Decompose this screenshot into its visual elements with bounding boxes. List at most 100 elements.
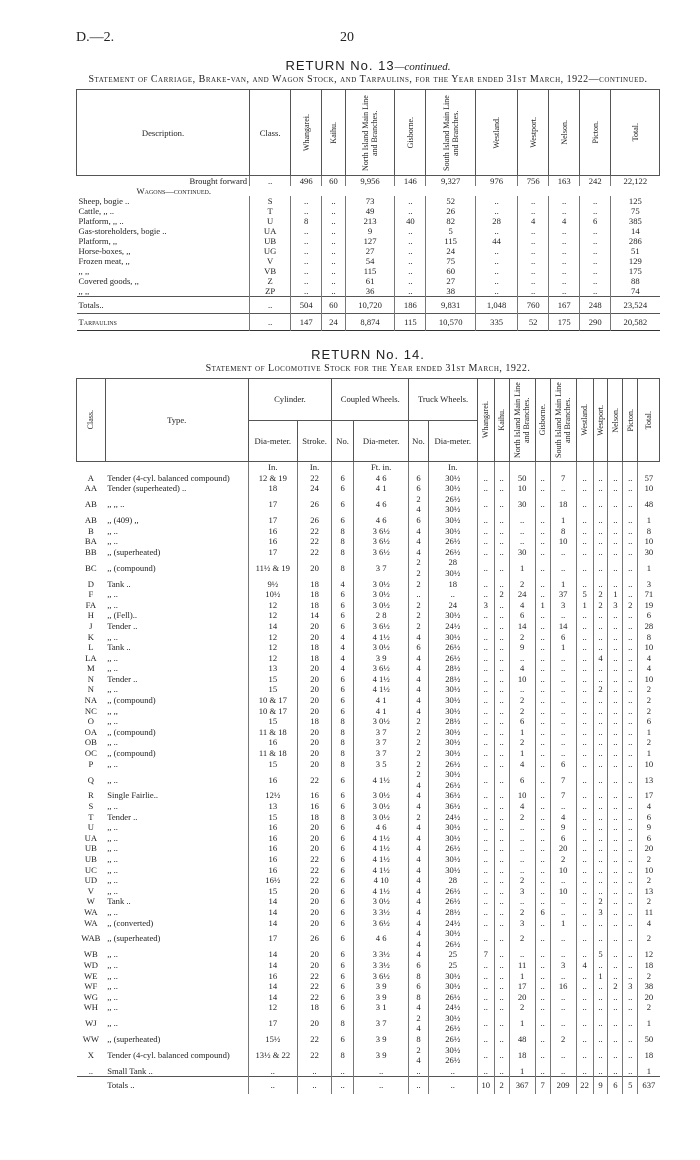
cell: .. [592, 811, 608, 823]
cell: 3 0½ [353, 811, 409, 823]
cell: 18 [427, 578, 478, 590]
cell: WA [84, 917, 98, 928]
cell: .. [290, 246, 322, 256]
cell: 16 [247, 525, 298, 537]
cell: .. [493, 546, 510, 558]
cell: 4 6 [353, 493, 409, 515]
cell: .. [508, 822, 536, 833]
data-row: UD,, .. 16½ 22 6 4 10 4 28.... 2............ 2 [77, 875, 660, 886]
cell: 147 [290, 313, 322, 331]
cell: .. [607, 906, 623, 918]
cell: 4 [408, 652, 429, 664]
cell: 3 6½ [353, 620, 409, 632]
cell: 2 [622, 599, 638, 611]
cell: .. [493, 748, 510, 759]
cell: 167 [548, 296, 580, 314]
cell: .. [622, 557, 638, 579]
cell: .. [622, 917, 638, 929]
cell: .. [592, 673, 608, 685]
cell: .. [476, 853, 495, 865]
cell: ,, .. [107, 991, 118, 1002]
cell: .. [476, 917, 495, 929]
cell: .. [508, 536, 536, 547]
cell: 4 [331, 663, 354, 674]
cell: ,, .. [107, 525, 118, 536]
cell: .. [493, 906, 510, 918]
cell: .. [592, 546, 608, 558]
cell: 20 [296, 737, 332, 749]
cell: .. [548, 226, 580, 236]
cell: 61 [344, 276, 395, 286]
cell: 2 [592, 599, 608, 611]
cell: 6 [408, 642, 429, 653]
cell: .. [607, 472, 623, 484]
cell: Tank .. [107, 642, 131, 653]
cell: 10 [637, 758, 660, 770]
cell: 28½ [427, 716, 478, 727]
cell: .. [534, 557, 551, 579]
cell: .. [493, 970, 510, 982]
cell: .. [607, 493, 623, 515]
cell: 6 [331, 684, 354, 696]
data-row: W Tank .. 14 20 6 3 0½ 4 26½............ 2.... 2 [77, 896, 660, 907]
cell: .. [607, 832, 623, 844]
cell: 28½ [427, 906, 478, 918]
cell: .. [534, 1065, 551, 1077]
cell: .. [622, 769, 638, 791]
cell: 28½ [427, 663, 478, 674]
cell: .. [575, 832, 594, 844]
cell: 9,956 [344, 175, 395, 186]
cell: 24½ [427, 620, 478, 632]
data-row: U,, .. 16 20 6 4 6 4 30½........ 9........ 9 [77, 822, 660, 833]
cell: ,, .. [107, 652, 118, 663]
cell: .. [622, 758, 638, 770]
cell: 125 [610, 196, 660, 206]
cell: .. [493, 928, 510, 950]
cell: .. [592, 801, 608, 812]
data-row: UB,, .. 16 20 6 4 1½ 4 26½........ 20........ 20 [77, 843, 660, 854]
data-row: WA,, (converted) 14 20 6 3 6½ 4 24½.... 3.. 1...… [77, 917, 660, 929]
cell: 4 [637, 652, 660, 664]
cell: .. [290, 236, 322, 246]
cell: 8 [549, 525, 577, 537]
cell: .. [534, 695, 551, 706]
cell: 75 [425, 256, 476, 266]
cell: .. [476, 716, 495, 727]
cell: 4 [408, 1002, 429, 1013]
data-row: B,, .. 16 22 8 3 6½ 4 30½........ 8........ 8 [77, 525, 660, 537]
cell: 30½ [427, 514, 478, 526]
cell: 1,048 [474, 296, 518, 314]
cell: 20 [296, 631, 332, 643]
cell: .. [493, 959, 510, 971]
cell: .. [607, 748, 623, 759]
cell: .. [579, 226, 611, 236]
cell: 8 [331, 726, 354, 738]
cell: .. [592, 822, 608, 833]
cell: .. [493, 991, 510, 1003]
cell: .. [575, 536, 594, 547]
column-header-text: Kaihu. [497, 409, 507, 431]
column-header-text: South Island Main Line and Branches. [554, 382, 573, 458]
cell: WAB [81, 933, 101, 944]
cell: 20 [296, 906, 332, 918]
cell: 18 [296, 716, 332, 727]
cell: 976 [474, 175, 518, 186]
cell: 6 [331, 928, 354, 950]
cell: 6 [607, 1076, 623, 1095]
cell: .. [290, 256, 322, 266]
cell: 30½ [427, 853, 478, 865]
column-header: Nelson. [548, 89, 581, 176]
column-header-text: South Island Main Line and Branches. [441, 94, 460, 171]
column-header-text: Nelson. [610, 407, 620, 433]
cell: 2 [408, 578, 429, 590]
cell: 6 [508, 716, 536, 727]
cell: 20 [296, 695, 332, 706]
cell: .. [321, 236, 346, 246]
cell: .. [575, 726, 594, 738]
cell: .. [493, 864, 510, 876]
cell: 8 [408, 1034, 429, 1045]
cell: .. [476, 525, 495, 537]
cell: .. [607, 758, 623, 770]
cell: .. [622, 875, 638, 886]
